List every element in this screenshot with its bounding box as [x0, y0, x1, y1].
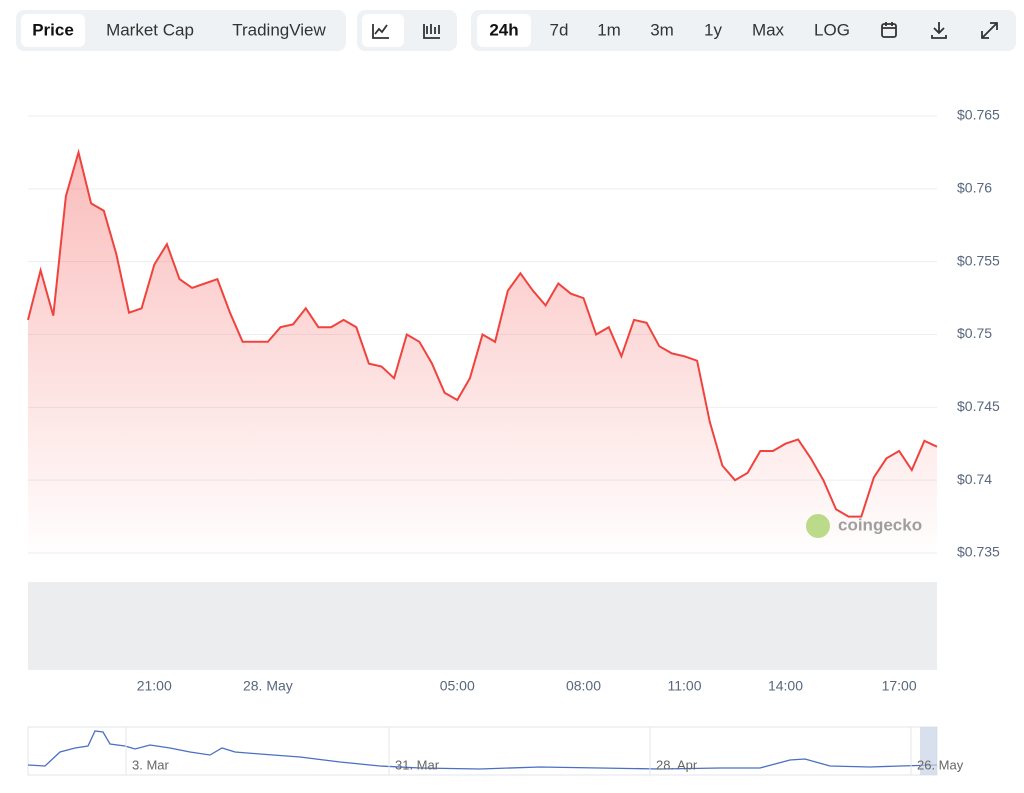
x-tick-label: 21:00 — [137, 678, 172, 694]
toolbar-icons — [881, 22, 998, 39]
y-tick-label: $0.74 — [957, 471, 992, 487]
view-button[interactable]: Market Cap — [106, 20, 194, 39]
watermark: coingecko — [838, 515, 922, 534]
range-group — [471, 10, 1016, 51]
calendar-icon[interactable] — [881, 23, 897, 38]
price-line — [27, 148, 938, 518]
navigator-handle[interactable] — [920, 727, 937, 775]
x-tick-label: 05:00 — [440, 678, 475, 694]
range-button[interactable]: LOG — [814, 20, 850, 39]
navigator-label: 31. Mar — [395, 757, 440, 772]
volume-area — [28, 582, 937, 670]
range-button[interactable]: 24h — [489, 20, 518, 39]
candle-icon[interactable] — [423, 24, 440, 39]
range-button[interactable]: 7d — [550, 20, 569, 39]
x-tick-label: 11:00 — [668, 678, 702, 694]
navigator-label: 28. Apr — [656, 757, 698, 772]
x-tick-label: 08:00 — [566, 678, 601, 694]
view-group — [16, 10, 346, 51]
y-tick-label: $0.76 — [957, 180, 992, 196]
navigator-label: 3. Mar — [132, 757, 170, 772]
active-range[interactable] — [477, 14, 531, 47]
y-tick-label: $0.755 — [957, 252, 1000, 268]
range-button[interactable]: 1m — [597, 20, 621, 39]
x-tick-label: 28. May — [243, 678, 293, 694]
x-tick-label: 14:00 — [768, 678, 803, 694]
range-button[interactable]: Max — [752, 20, 785, 39]
expand-icon[interactable] — [981, 22, 998, 39]
range-button[interactable]: 3m — [650, 20, 674, 39]
active-button[interactable] — [21, 14, 85, 47]
range-button[interactable]: 1y — [704, 20, 722, 39]
y-tick-label: $0.745 — [957, 398, 1000, 414]
y-tick-label: $0.765 — [957, 107, 1000, 123]
download-icon[interactable] — [931, 22, 947, 39]
y-tick-label: $0.735 — [957, 544, 1000, 560]
navigator-label: 26. May — [917, 757, 964, 772]
view-button[interactable]: Price — [32, 20, 74, 39]
x-tick-label: 17:00 — [882, 678, 917, 694]
navigator-line — [27, 730, 938, 770]
price-area — [28, 152, 937, 560]
view-button[interactable]: TradingView — [232, 20, 326, 39]
y-tick-label: $0.75 — [957, 325, 992, 341]
watermark-logo — [806, 514, 830, 538]
line-icon — [372, 24, 389, 39]
